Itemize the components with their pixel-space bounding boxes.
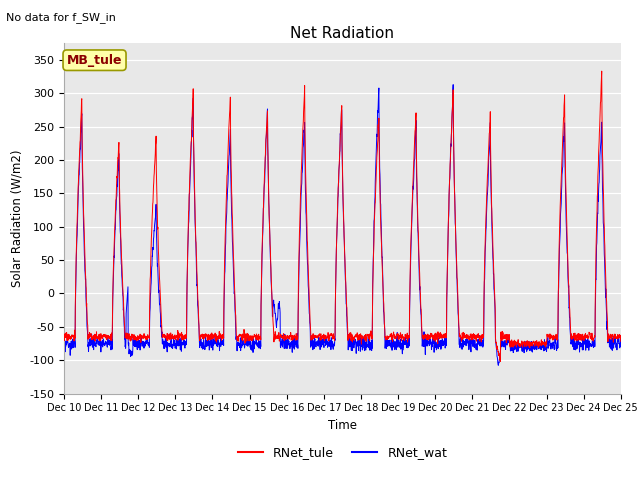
RNet_tule (358, 333, 366, 339)
RNet_wat (449, 82, 457, 87)
RNet_tule (504, 332, 512, 337)
RNet_wat (495, 362, 502, 368)
RNet_wat (568, 341, 576, 347)
RNet_tule (568, 336, 575, 342)
Line: RNet_tule: RNet_tule (64, 71, 621, 361)
RNet_tule (371, 216, 378, 221)
RNet_wat (358, 347, 366, 353)
Y-axis label: Solar Radiation (W/m2): Solar Radiation (W/m2) (11, 150, 24, 287)
Text: No data for f_SW_in: No data for f_SW_in (6, 12, 116, 23)
Legend: RNet_tule, RNet_wat: RNet_tule, RNet_wat (232, 442, 452, 465)
RNet_tule (216, 329, 223, 335)
RNet_wat (617, 344, 625, 349)
RNet_tule (598, 68, 605, 74)
RNet_tule (60, 334, 68, 339)
RNet_tule (584, 332, 591, 337)
RNet_wat (216, 341, 223, 347)
Line: RNet_wat: RNet_wat (64, 84, 621, 365)
RNet_tule (497, 359, 504, 364)
RNet_wat (584, 345, 591, 350)
RNet_wat (371, 205, 378, 211)
Title: Net Radiation: Net Radiation (291, 25, 394, 41)
Text: MB_tule: MB_tule (67, 54, 122, 67)
RNet_wat (505, 339, 513, 345)
X-axis label: Time: Time (328, 419, 357, 432)
RNet_tule (617, 338, 625, 344)
RNet_wat (60, 348, 68, 354)
